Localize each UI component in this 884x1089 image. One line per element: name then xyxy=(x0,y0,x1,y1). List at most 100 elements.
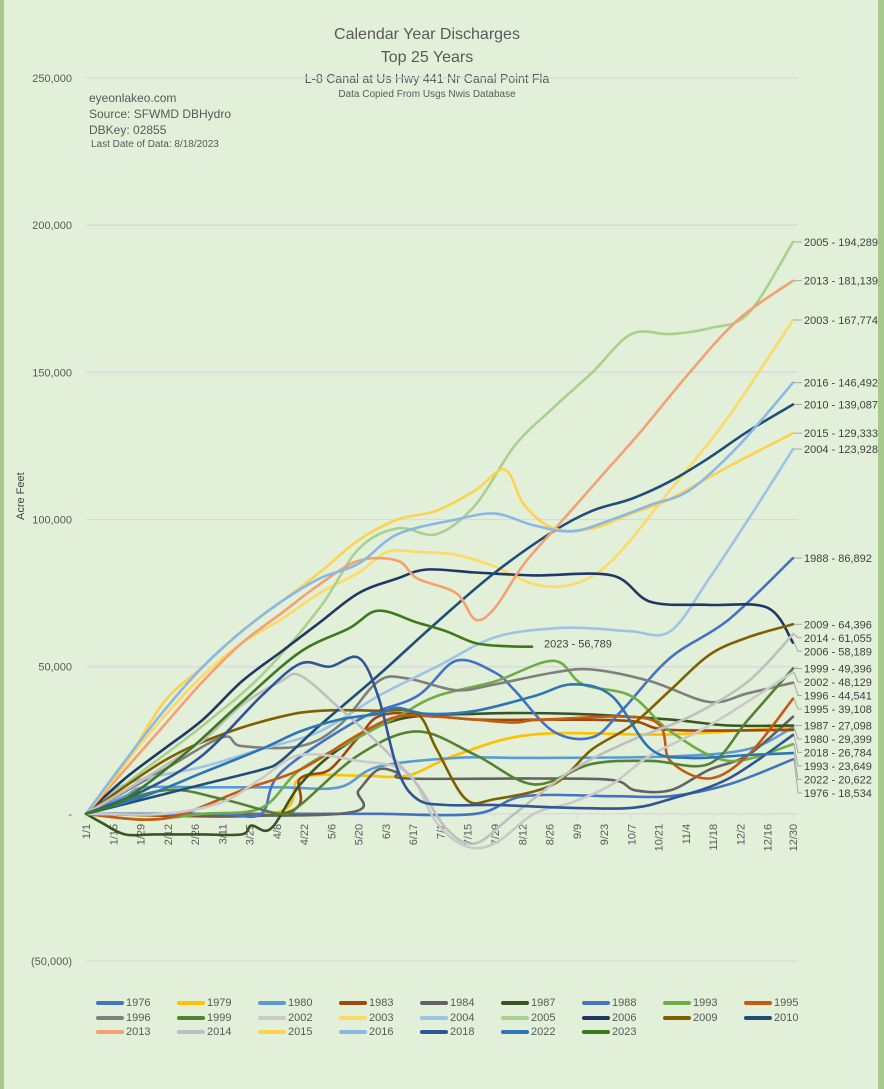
legend-label: 2022 xyxy=(531,1026,556,1038)
legend-swatch xyxy=(258,1030,286,1034)
legend-swatch xyxy=(96,1001,124,1005)
x-tick-label: 6/3 xyxy=(381,824,393,839)
series-line-2009 xyxy=(84,623,795,816)
legend-item-1976: 1976 xyxy=(96,997,150,1009)
legend-item-2015: 2015 xyxy=(258,1026,312,1038)
series-line-2013 xyxy=(84,279,795,816)
end-label-1993: 1993 - 23,649 xyxy=(804,761,872,773)
data-source-note: Data Copied From Usgs Nwis Database xyxy=(338,89,516,100)
legend-swatch xyxy=(663,1001,691,1005)
end-label-2015: 2015 - 129,333 xyxy=(804,428,878,440)
legend-item-1984: 1984 xyxy=(420,997,474,1009)
series-line-2016 xyxy=(84,381,795,816)
legend-swatch xyxy=(582,1015,610,1020)
series-line-1999 xyxy=(84,667,795,816)
end-label-2023: 2023 - 56,789 xyxy=(544,639,612,651)
legend-swatch xyxy=(96,1015,124,1020)
y-tick-label: 100,000 xyxy=(32,515,72,527)
legend-label: 2002 xyxy=(288,1011,313,1024)
y-tick-label: 50,000 xyxy=(38,662,72,674)
legend-item-1993: 1993 xyxy=(663,997,717,1009)
x-tick-label: 9/9 xyxy=(572,824,584,839)
leader-line xyxy=(793,671,802,683)
legend-label: 2004 xyxy=(450,1011,475,1024)
legend-item-2005: 2005 xyxy=(501,1012,555,1024)
legend-swatch xyxy=(177,1015,205,1020)
legend-swatch xyxy=(420,1030,448,1034)
end-label-2005: 2005 - 194,289 xyxy=(804,237,878,249)
legend-item-1999: 1999 xyxy=(177,1012,231,1024)
legend-item-2003: 2003 xyxy=(339,1012,393,1024)
end-label-2016: 2016 - 146,492 xyxy=(804,378,878,390)
legend-item-2004: 2004 xyxy=(420,1012,474,1024)
end-label-2003: 2003 - 167,774 xyxy=(804,315,878,327)
site-text: eyeonlakeo.com xyxy=(89,91,177,105)
x-tick-label: 10/7 xyxy=(626,824,638,845)
legend-swatch xyxy=(582,1030,610,1034)
legend-item-2022: 2022 xyxy=(501,1026,555,1038)
x-tick-label: 5/6 xyxy=(326,824,338,839)
chart-title: Calendar Year Discharges xyxy=(334,26,520,43)
legend-item-1983: 1983 xyxy=(339,997,393,1009)
dbkey-text: DBKey: 02855 xyxy=(89,123,167,137)
x-tick-label: 4/8 xyxy=(272,824,284,839)
legend-label: 1996 xyxy=(126,1011,151,1024)
x-tick-label: 6/17 xyxy=(408,824,420,845)
legend-item-2002: 2002 xyxy=(258,1012,312,1024)
legend-swatch xyxy=(501,1015,529,1020)
legend-label: 2015 xyxy=(288,1026,313,1038)
legend-swatch xyxy=(177,1030,205,1034)
legend-label: 1983 xyxy=(369,997,394,1009)
legend-item-2023: 2023 xyxy=(582,1026,636,1038)
x-tick-label: 8/26 xyxy=(545,824,557,845)
end-label-2018: 2018 - 26,784 xyxy=(804,748,872,760)
legend-item-1979: 1979 xyxy=(177,997,231,1009)
leader-line xyxy=(793,744,802,767)
y-tick-label: (50,000) xyxy=(31,956,72,968)
x-tick-label: 12/16 xyxy=(763,824,775,852)
y-tick-label: 200,000 xyxy=(32,220,72,232)
legend-swatch xyxy=(258,1015,286,1020)
series-line-1980 xyxy=(84,726,795,816)
legend-label: 1984 xyxy=(450,997,475,1009)
legend-swatch xyxy=(420,1001,448,1005)
legend-item-2009: 2009 xyxy=(663,1012,717,1024)
x-tick-label: 4/22 xyxy=(299,824,311,845)
x-tick-label: 12/30 xyxy=(788,824,800,852)
legend-swatch xyxy=(501,1001,529,1005)
series-line-2002 xyxy=(84,670,795,850)
legend-label: 1979 xyxy=(207,997,232,1009)
legend-label: 2013 xyxy=(126,1026,151,1038)
legend-swatch xyxy=(582,1001,610,1005)
end-label-1999: 1999 - 49,396 xyxy=(804,663,872,675)
legend-item-2018: 2018 xyxy=(420,1026,474,1038)
legend-label: 2003 xyxy=(369,1011,394,1024)
legend-label: 1980 xyxy=(288,997,313,1009)
legend-swatch xyxy=(744,1001,772,1005)
legend-label: 1987 xyxy=(531,997,556,1009)
legend-label: 2010 xyxy=(774,1011,799,1024)
legend-swatch xyxy=(177,1001,205,1005)
leader-line xyxy=(793,698,802,710)
leader-line xyxy=(793,759,802,794)
series-line-2005 xyxy=(84,240,795,816)
leader-line xyxy=(793,734,802,754)
legend-swatch xyxy=(339,1030,367,1034)
series-line-2004 xyxy=(84,447,795,816)
end-label-2004: 2004 - 123,928 xyxy=(804,444,878,456)
legend-label: 2009 xyxy=(693,1011,718,1024)
y-tick-label: - xyxy=(68,809,72,821)
series-line-2014 xyxy=(84,632,795,846)
y-tick-label: 250,000 xyxy=(32,73,72,85)
x-tick-label: 8/12 xyxy=(517,824,529,845)
x-tick-label: 11/18 xyxy=(708,824,720,851)
legend-label: 2005 xyxy=(531,1011,556,1024)
legend-label: 2018 xyxy=(450,1026,475,1038)
end-label-2006: 2006 - 58,189 xyxy=(804,646,872,658)
end-label-2013: 2013 - 181,139 xyxy=(804,276,878,288)
series-line-2022 xyxy=(84,683,795,816)
legend-item-1996: 1996 xyxy=(96,1012,150,1024)
end-label-2010: 2010 - 139,087 xyxy=(804,399,878,411)
